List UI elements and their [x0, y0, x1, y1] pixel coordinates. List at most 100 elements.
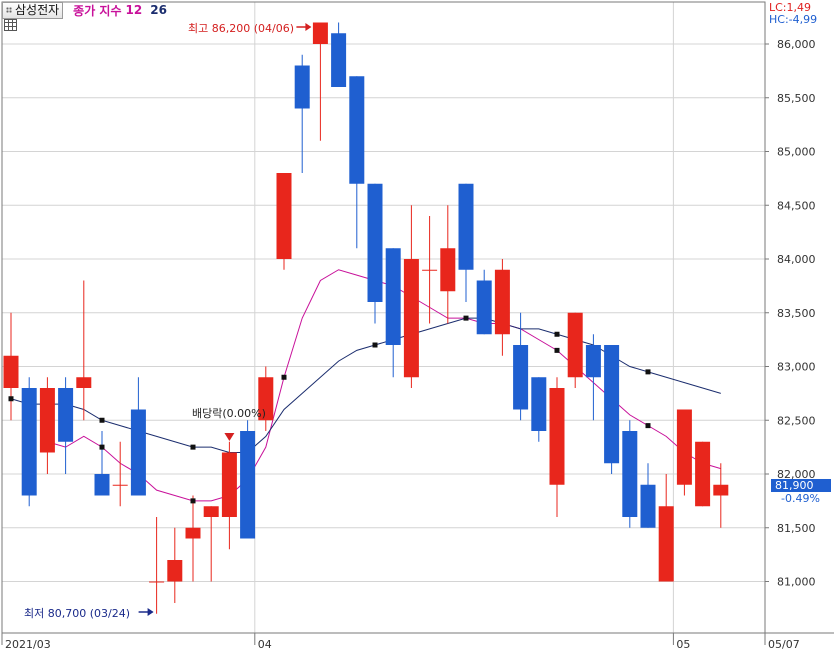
candle[interactable] [258, 366, 274, 432]
candle-body [276, 173, 292, 259]
candle[interactable] [695, 441, 711, 507]
candle[interactable] [422, 216, 438, 324]
ma12-line [47, 269, 721, 502]
candle-body [331, 33, 347, 87]
candle[interactable] [58, 377, 74, 474]
candle[interactable] [604, 345, 620, 474]
y-tick-label: 82,000 [777, 468, 816, 481]
ma-marker [554, 347, 560, 353]
candle[interactable] [513, 312, 529, 421]
candle-body [76, 377, 92, 388]
candle[interactable] [203, 506, 219, 582]
ma-marker [372, 342, 378, 348]
candle-body [676, 409, 692, 485]
candle[interactable] [94, 431, 110, 496]
candle-body [349, 76, 365, 184]
candle[interactable] [640, 463, 656, 528]
candle-body [440, 248, 456, 292]
candle-body [130, 409, 146, 496]
candle-body [713, 484, 729, 496]
candle[interactable] [567, 312, 583, 388]
candle[interactable] [403, 205, 419, 388]
dividend-arrow [224, 433, 235, 441]
ma-marker [8, 396, 14, 402]
candle-body [39, 388, 55, 453]
candle[interactable] [385, 248, 401, 378]
candle[interactable] [531, 377, 547, 442]
candle[interactable] [494, 259, 510, 356]
candle-body [658, 506, 674, 582]
candle[interactable] [39, 377, 55, 474]
candle[interactable] [294, 54, 310, 173]
candle[interactable] [76, 280, 92, 421]
grip-icon [6, 7, 12, 13]
y-tick-label: 84,000 [777, 253, 816, 266]
y-tick-label: 86,000 [777, 38, 816, 51]
ma-marker [190, 444, 196, 450]
lc-readout: LC:1,49 [769, 1, 812, 14]
candle-body [221, 452, 237, 517]
candle[interactable] [167, 527, 183, 603]
candle-body [167, 560, 183, 582]
candle-body [3, 355, 19, 388]
dividend-annotation: 배당락(0.00%) [192, 407, 266, 420]
candle[interactable] [221, 441, 237, 550]
candle[interactable] [349, 76, 365, 249]
candle[interactable] [658, 474, 674, 582]
candle[interactable] [676, 409, 692, 496]
candle[interactable] [440, 205, 456, 324]
candle[interactable] [3, 312, 19, 421]
hc-readout: HC:-4,99 [769, 13, 818, 26]
candle[interactable] [549, 377, 565, 517]
low-annotation: 최저 80,700 (03/24) [24, 607, 131, 620]
candle-body [585, 345, 601, 378]
y-tick-label: 81,500 [777, 522, 816, 535]
ma-marker [281, 374, 287, 380]
y-tick-label: 82,500 [777, 414, 816, 427]
candle[interactable] [713, 463, 729, 528]
candle[interactable] [312, 22, 328, 141]
candle[interactable] [458, 183, 474, 302]
candle[interactable] [331, 22, 347, 88]
candle-body [367, 183, 383, 302]
candle-body [58, 388, 74, 442]
candle[interactable] [112, 441, 128, 507]
last-price-tag: 81,900 [771, 479, 831, 492]
candle-body [403, 259, 419, 378]
high-arrow-head [305, 23, 312, 31]
candle-body [513, 345, 529, 410]
candles[interactable] [3, 22, 729, 614]
candle[interactable] [585, 334, 601, 421]
x-tick-label: 05/07 [768, 638, 800, 651]
candle[interactable] [476, 269, 492, 335]
candle-body [531, 377, 547, 431]
candle[interactable] [149, 517, 165, 614]
candle-body [640, 484, 656, 528]
candle[interactable] [622, 420, 638, 528]
ma-markers [8, 315, 651, 504]
candle-body [203, 506, 219, 517]
candle[interactable] [240, 420, 256, 539]
high-annotation: 최고 86,200 (04/06) [188, 22, 295, 35]
y-tick-label: 83,500 [777, 307, 816, 320]
candle[interactable] [130, 377, 146, 496]
legend-close: 종가 지수 [73, 3, 122, 18]
candle[interactable] [21, 377, 37, 507]
candle-body [94, 474, 110, 496]
candle[interactable] [276, 173, 292, 270]
table-icon[interactable] [4, 19, 17, 31]
last-change: -0.49% [781, 492, 820, 505]
candle-body [312, 22, 328, 44]
candle-body [549, 388, 565, 485]
candle-body [240, 431, 256, 539]
x-tick-label: 04 [258, 638, 272, 651]
ma26-line [10, 317, 721, 453]
stock-selector-button[interactable]: 삼성전자 [2, 1, 64, 19]
candle-body [149, 581, 165, 583]
candle-body [112, 484, 128, 486]
candle-body [258, 377, 274, 421]
candle[interactable] [367, 183, 383, 324]
candle[interactable] [185, 495, 201, 582]
